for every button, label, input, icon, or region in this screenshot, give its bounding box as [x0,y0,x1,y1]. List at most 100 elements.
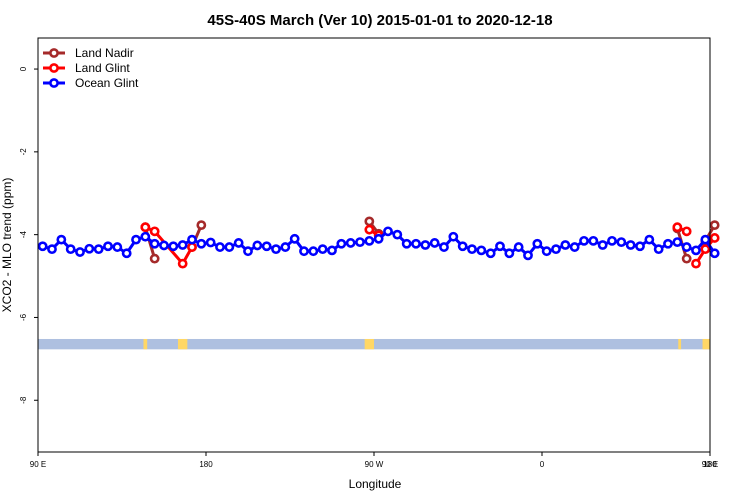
coverage-highlight-2 [364,338,374,350]
ocean-glint-point [65,244,76,255]
ocean-glint-point [579,235,589,246]
ocean-glint-point [653,244,664,255]
ocean-glint-point [93,244,104,255]
ocean-glint-point [336,238,347,249]
y-tick-label: -4 [19,231,28,239]
ocean-glint-point [299,246,309,257]
ocean-glint-point [588,235,599,246]
ocean-glint-point [168,241,179,252]
ocean-glint-point [523,250,533,261]
land-glint-point [681,226,692,237]
ocean-glint-point [112,242,123,252]
plot-frame [37,37,711,453]
legend-item-ocean-glint: Ocean Glint [43,76,139,90]
ocean-glint-point [84,243,95,254]
ocean-glint-point [215,242,225,252]
ocean-glint-point [597,240,608,250]
ocean-glint-point [196,238,207,249]
land-nadir-point [681,253,692,264]
ocean-glint-point [177,240,188,250]
chart-title: 45S-40S March (Ver 10) 2015-01-01 to 202… [207,12,552,29]
y-tick-label: 0 [19,66,28,71]
ocean-glint-point [467,244,477,255]
land-nadir-point [364,216,375,227]
coverage-highlight-0 [143,338,148,350]
x-tick-label: 0 [540,460,545,469]
ocean-glint-point [625,240,636,250]
land-glint-point [691,258,701,269]
ocean-glint-point [485,248,496,259]
ocean-glint-point [261,241,272,252]
ocean-glint-point [327,245,337,256]
data-coverage-band [38,338,710,350]
x-tick-label: 180 [199,460,213,469]
ocean-glint-point [205,237,216,248]
ocean-glint-point [364,235,375,246]
legend-item-land-glint: Land Glint [43,61,130,75]
ocean-glint-point [140,231,151,242]
ocean-glint-point [672,237,683,248]
land-nadir-point [709,220,720,231]
legend-swatch-point [49,63,59,73]
land-glint-point [709,233,720,243]
x-tick-label: 90 E [30,460,46,469]
ocean-glint-point [317,244,328,255]
ocean-glint-point [308,246,319,257]
land-glint-point [187,242,197,252]
y-axis-label: XCO2 - MLO trend (ppm) [0,178,14,313]
ocean-glint-point [569,242,580,252]
ocean-glint-point [271,244,281,255]
x-axis-label: Longitude [349,477,402,491]
ocean-glint-point [243,246,253,257]
ocean-glint-point [224,242,235,252]
ocean-glint-point [37,241,48,252]
legend-label: Ocean Glint [75,76,139,90]
legend-swatch-point [49,78,59,88]
ocean-glint-point [709,248,720,259]
land-glint-point [672,222,683,233]
ocean-glint-point [252,240,263,251]
ocean-glint-point [47,244,57,255]
ocean-glint-point [691,245,701,256]
ocean-glint-point [635,241,645,252]
ocean-glint-point [541,246,552,257]
ocean-glint-point [476,245,487,256]
ocean-glint-point [103,241,113,252]
ocean-glint-point [420,240,431,250]
ocean-glint-point [532,238,543,249]
land-glint-point [700,244,711,255]
ocean-glint-point [345,238,356,248]
ocean-glint-point [131,234,141,245]
ocean-glint-point [233,238,244,248]
ocean-glint-point [75,247,85,257]
ocean-glint-point [551,244,561,255]
coverage-highlight-3 [678,338,682,350]
ocean-glint-point [616,237,627,248]
legend-item-land-nadir: Land Nadir [43,46,134,60]
y-axis: 0 -2 -4 -6 -8 [19,66,38,404]
series-layer [37,216,720,269]
ocean-glint-point [392,229,403,240]
ocean-glint-point [280,242,291,252]
ocean-glint-point [149,238,160,249]
x-tick-label: 180 [703,460,717,469]
ocean-glint-point [495,241,505,252]
ocean-glint-point [56,234,67,245]
coverage-highlight-1 [178,338,188,350]
land-glint-point [149,226,160,237]
land-glint-run-3 [691,233,720,269]
ocean-glint-run-0 [37,226,720,261]
land-glint-point [140,222,151,233]
land-nadir-point [196,220,207,231]
ocean-glint-point [681,242,692,252]
ocean-glint-point [159,240,169,251]
ocean-glint-point [513,242,524,252]
ocean-glint-point [383,226,393,237]
ocean-glint-point [663,238,673,249]
ocean-glint-point [607,235,617,246]
legend-swatch-point [49,48,59,58]
y-tick-label: -6 [19,313,28,321]
